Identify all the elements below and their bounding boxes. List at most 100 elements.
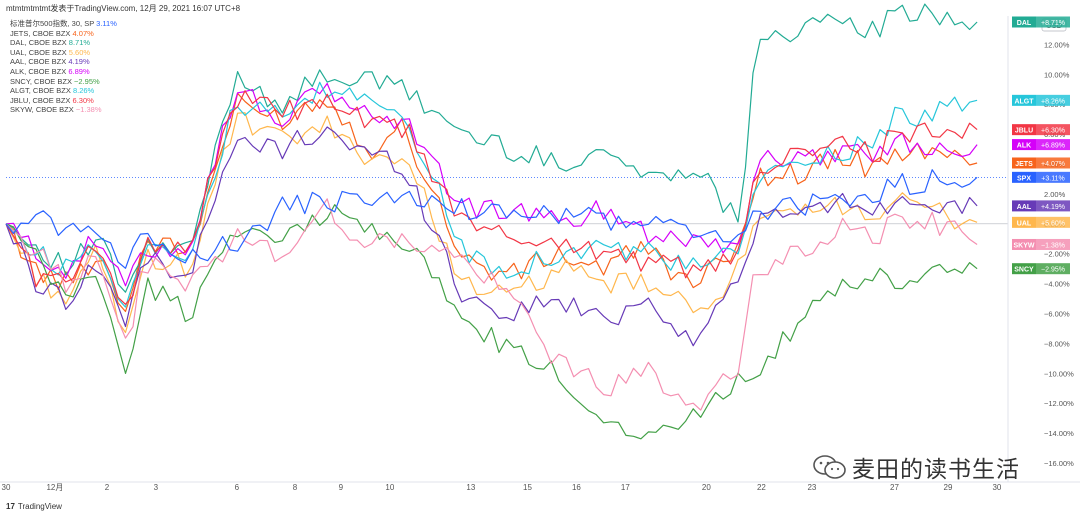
legend-item[interactable]: JETS, CBOE BZX 4.07% (10, 29, 117, 39)
x-tick-label: 29 (944, 483, 953, 492)
end-label-ticker: SKYW (1014, 242, 1035, 249)
end-label-jblu: JBLU +6.30% (1012, 124, 1070, 136)
header-title: mtmtmtmtmt发表于TradingView.com, 12月 29, 20… (6, 4, 241, 13)
end-label-ticker-box (1012, 171, 1036, 183)
legend-item-name: ALGT, CBOE BZX (10, 86, 73, 96)
legend-item-value: 4.19% (68, 57, 90, 67)
legend-item[interactable]: 标准普尔500指数, 30, SP 3.11% (10, 19, 117, 29)
y-tick-label: 2.00% (1044, 190, 1066, 199)
end-label-ticker: DAL (1017, 20, 1032, 27)
end-label-ticker-box (1012, 263, 1036, 275)
legend-item-value: 3.11% (96, 19, 117, 28)
end-label-value-box (1036, 200, 1070, 212)
legend-item-name: UAL, CBOE BZX (10, 47, 69, 57)
legend-item-name: DAL, CBOE BZX (10, 38, 69, 48)
end-label-skyw: SKYW −1.38% (1012, 238, 1070, 250)
x-tick-label: 8 (293, 483, 298, 492)
end-label-value: +6.30% (1041, 128, 1065, 135)
legend-item-value: 5.60% (68, 47, 91, 57)
end-label-alk: ALK +6.89% (1012, 139, 1070, 151)
end-label-value: +4.07% (1041, 161, 1065, 168)
x-tick-label: 3 (154, 483, 159, 492)
end-label-value: +8.26% (1041, 98, 1065, 105)
x-tick-label: 12月 (46, 483, 63, 492)
end-label-ticker: ALGT (1014, 98, 1034, 105)
x-tick-label: 27 (890, 483, 899, 492)
x-tick-label: 15 (523, 483, 532, 492)
legend-item[interactable]: SNCY, CBOE BZX −2.95% (10, 77, 117, 87)
footer-brand-text: TradingView (17, 502, 62, 511)
legend-item-name: SNCY, CBOE BZX (10, 76, 75, 86)
legend-item-name: AAL, CBOE BZX (10, 57, 69, 67)
end-label-ticker-box (1012, 94, 1036, 106)
end-label-dal: DAL +8.71% (1012, 16, 1070, 28)
series-line-jets (5, 92, 978, 313)
end-label-ual: UAL +5.60% (1012, 216, 1070, 228)
legend-item-value: 6.30% (72, 95, 94, 105)
series-layer (5, 3, 978, 440)
x-tick-label: 23 (807, 483, 816, 492)
y-tick-label: 12.00% (1044, 40, 1070, 49)
y-tick-label: −10.00% (1044, 369, 1074, 378)
x-tick-label: 9 (339, 483, 344, 492)
end-label-value-box (1036, 157, 1070, 169)
label-layer: DAL +8.71% ALGT +8.26% JBLU +6.30% ALK +6.89% JE… (1012, 16, 1070, 275)
end-label-ticker-box (1012, 157, 1036, 169)
end-label-aal: AAL +4.19% (1012, 200, 1070, 212)
end-label-value-box (1036, 94, 1070, 106)
series-line-alk (5, 82, 978, 287)
end-label-value: −2.95% (1041, 267, 1065, 274)
y-tick-label: −2.00% (1044, 250, 1070, 259)
legend-item-value: −2.95% (74, 76, 100, 86)
wechat-icon (813, 455, 846, 479)
tradingview-logo-icon: 17 (6, 502, 15, 511)
legend-item-name: JBLU, CBOE BZX (10, 95, 73, 105)
x-tick-label: 22 (757, 483, 766, 492)
legend-item-name: JETS, CBOE BZX (10, 28, 73, 38)
legend-item-value: 8.26% (72, 86, 95, 96)
x-tick-label: 10 (385, 483, 394, 492)
end-label-value-box (1036, 16, 1070, 28)
legend-item-value: 6.89% (68, 66, 90, 76)
end-label-ticker: JETS (1015, 161, 1033, 168)
footer-brand: 17 TradingView (6, 502, 62, 511)
end-label-value: +6.89% (1041, 143, 1065, 150)
end-label-value: −1.38% (1041, 242, 1065, 249)
end-label-ticker-box (1012, 139, 1036, 151)
legend-item[interactable]: UAL, CBOE BZX 5.60% (10, 48, 117, 58)
legend-item[interactable]: SKYW, CBOE BZX −1.38% (10, 105, 117, 115)
end-label-jets: JETS +4.07% (1012, 157, 1070, 169)
series-line-algt (5, 81, 978, 308)
legend-item-value: 4.07% (72, 28, 94, 38)
legend-item[interactable]: ALGT, CBOE BZX 8.26% (10, 86, 117, 96)
end-label-ticker-box (1012, 200, 1036, 212)
legend-item[interactable]: DAL, CBOE BZX 8.71% (10, 38, 117, 48)
y-tick-label: −12.00% (1044, 399, 1074, 408)
end-label-value-box (1036, 171, 1070, 183)
end-label-value-box (1036, 263, 1070, 275)
axis-layer: USD12.00%10.00%8.00%6.00%4.00%2.00%0.00%… (0, 16, 1080, 492)
end-label-ticker-box (1012, 216, 1036, 228)
end-label-value-box (1036, 139, 1070, 151)
end-label-ticker: UAL (1017, 220, 1032, 227)
end-label-ticker: SNCY (1014, 267, 1034, 274)
legend-item[interactable]: AAL, CBOE BZX 4.19% (10, 57, 117, 67)
series-line-ual (5, 112, 978, 334)
legend-item[interactable]: ALK, CBOE BZX 6.89% (10, 67, 117, 77)
legend-item-value: −1.38% (75, 105, 102, 115)
y-tick-label: −6.00% (1044, 310, 1070, 319)
y-tick-label: −4.00% (1044, 280, 1070, 289)
end-label-value: +3.11% (1041, 175, 1064, 182)
legend: 标准普尔500指数, 30, SP 3.11% JETS, CBOE BZX 4.… (10, 19, 117, 115)
end-label-ticker-box (1012, 124, 1036, 136)
legend-item-name: ALK, CBOE BZX (10, 66, 69, 76)
x-tick-label: 30 (2, 483, 11, 492)
legend-item-name: 标准普尔500指数, 30, SP (10, 19, 97, 28)
end-label-ticker: ALK (1017, 143, 1031, 150)
end-label-value: +5.60% (1041, 220, 1065, 227)
x-tick-label: 30 (992, 483, 1001, 492)
legend-item[interactable]: JBLU, CBOE BZX 6.30% (10, 96, 117, 106)
end-label-value: +4.19% (1041, 204, 1065, 211)
